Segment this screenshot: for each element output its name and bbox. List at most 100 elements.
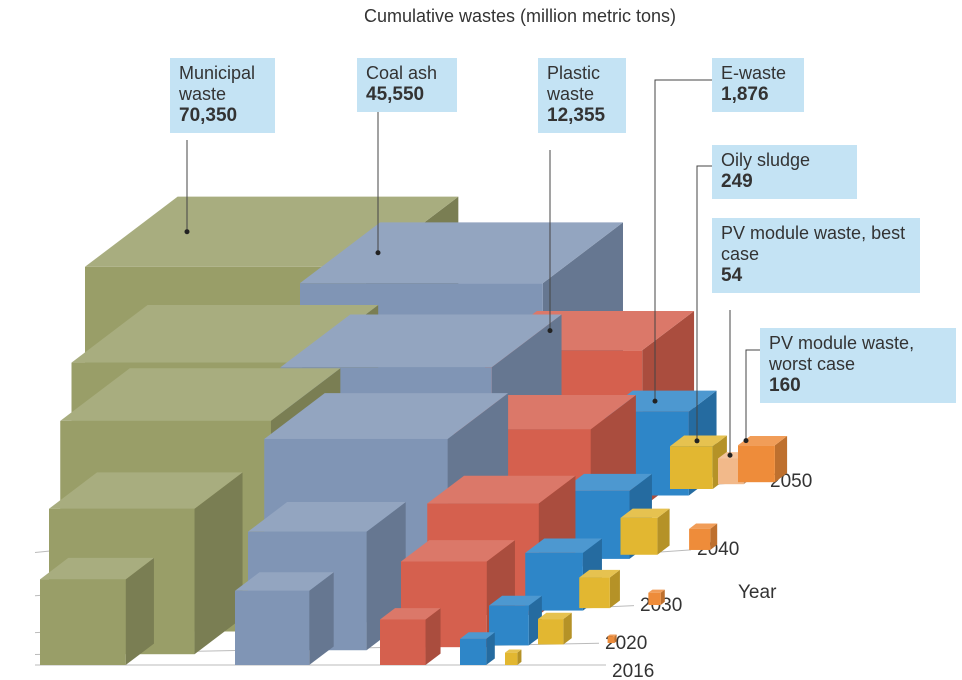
cube: [620, 508, 670, 555]
cube-top: [607, 634, 617, 637]
cube-front: [538, 619, 564, 645]
leader-dot: [652, 398, 658, 404]
callout: PV module waste, worst case 160: [760, 328, 956, 403]
cube: [380, 608, 441, 665]
cube-top: [561, 473, 652, 491]
cube-front: [489, 605, 529, 646]
cube: [235, 572, 334, 665]
cube-top: [620, 508, 670, 518]
cube-top: [264, 393, 509, 439]
cube-top: [49, 472, 243, 509]
cube-side: [309, 572, 334, 665]
leader-dot: [375, 250, 381, 256]
cube-front: [738, 445, 775, 483]
chart-title: Cumulative wastes (million metric tons): [363, 6, 677, 26]
callout-name: PV module waste, best case: [721, 223, 906, 264]
cube-side: [710, 523, 718, 550]
cube-side: [194, 472, 243, 655]
cube-top: [40, 557, 154, 580]
callout-value: 1,876: [721, 84, 769, 105]
cube: [489, 595, 542, 646]
callout: Plastic waste 12,355: [538, 58, 626, 133]
cube-front: [380, 619, 426, 665]
cube-front: [505, 652, 518, 665]
cube-top: [648, 589, 665, 593]
cube: [525, 538, 602, 611]
cube: [40, 557, 154, 665]
cube-front: [648, 592, 661, 606]
cube-top: [300, 222, 623, 284]
year-label: 2016: [612, 661, 654, 680]
cube-front: [689, 528, 711, 550]
cube-top: [60, 368, 341, 421]
cube-side: [486, 632, 495, 665]
cube: [505, 649, 522, 665]
cube-top: [525, 538, 602, 553]
leader-line: [745, 349, 760, 441]
cube-top: [460, 632, 495, 639]
cube-side: [425, 608, 441, 665]
leader-dot: [184, 229, 190, 235]
depth-axis-label: Year: [738, 582, 777, 603]
cube: [607, 634, 617, 644]
leader-line: [654, 79, 712, 402]
callout-value: 54: [721, 265, 743, 286]
cube-front: [670, 446, 713, 489]
leader-dot: [694, 438, 700, 444]
callout-value: 160: [769, 375, 801, 396]
cube-top: [71, 304, 379, 363]
cube-side: [657, 508, 670, 555]
cube-top: [538, 612, 572, 620]
cube-top: [738, 436, 788, 446]
cube-side: [774, 436, 788, 483]
cube-top: [579, 569, 620, 578]
callout: E-waste 1,876: [712, 58, 804, 112]
leader-dot: [727, 452, 733, 458]
cube: [460, 632, 495, 665]
leader-dot: [547, 328, 553, 334]
callout: Coal ash 45,550: [357, 58, 457, 112]
cube: [579, 569, 620, 609]
cube-top: [427, 475, 576, 504]
cube-top: [380, 608, 441, 620]
cube-front: [40, 579, 126, 665]
cube-top: [401, 540, 515, 562]
callout-value: 12,355: [547, 105, 606, 126]
callout-value: 249: [721, 171, 753, 192]
callout-name: E-waste: [721, 63, 787, 83]
cube-side: [563, 612, 572, 645]
cube-top: [280, 314, 562, 368]
cube-side: [614, 634, 617, 644]
cube-top: [689, 523, 718, 529]
callout: PV module waste, best case 54: [712, 218, 920, 293]
callout-value: 70,350: [179, 105, 238, 126]
cube-top: [489, 595, 542, 606]
callout-name: PV module waste, worst case: [769, 333, 915, 374]
callout-value: 45,550: [366, 84, 425, 105]
callout: Municipal waste 70,350: [170, 58, 275, 133]
cube-front: [460, 638, 487, 665]
leader-dot: [743, 438, 749, 444]
cube-front: [607, 636, 615, 644]
cube-top: [235, 572, 334, 591]
callout-name: Plastic waste: [547, 63, 601, 104]
cube-front: [235, 590, 310, 665]
cube: [670, 435, 727, 489]
callout: Oily sludge 249: [712, 145, 857, 199]
callout-name: Coal ash: [366, 63, 438, 83]
cube: [648, 589, 665, 606]
cube: [689, 523, 718, 550]
cube-side: [609, 569, 620, 609]
cube: [738, 436, 788, 483]
callout-name: Municipal waste: [179, 63, 256, 104]
callout-name: Oily sludge: [721, 150, 811, 170]
cube-side: [517, 649, 522, 665]
cube-side: [125, 557, 154, 665]
leader-line: [696, 165, 712, 441]
cube-side: [660, 589, 665, 606]
cube-front: [579, 577, 610, 609]
cube-top: [505, 649, 522, 653]
cube-top: [248, 502, 406, 532]
